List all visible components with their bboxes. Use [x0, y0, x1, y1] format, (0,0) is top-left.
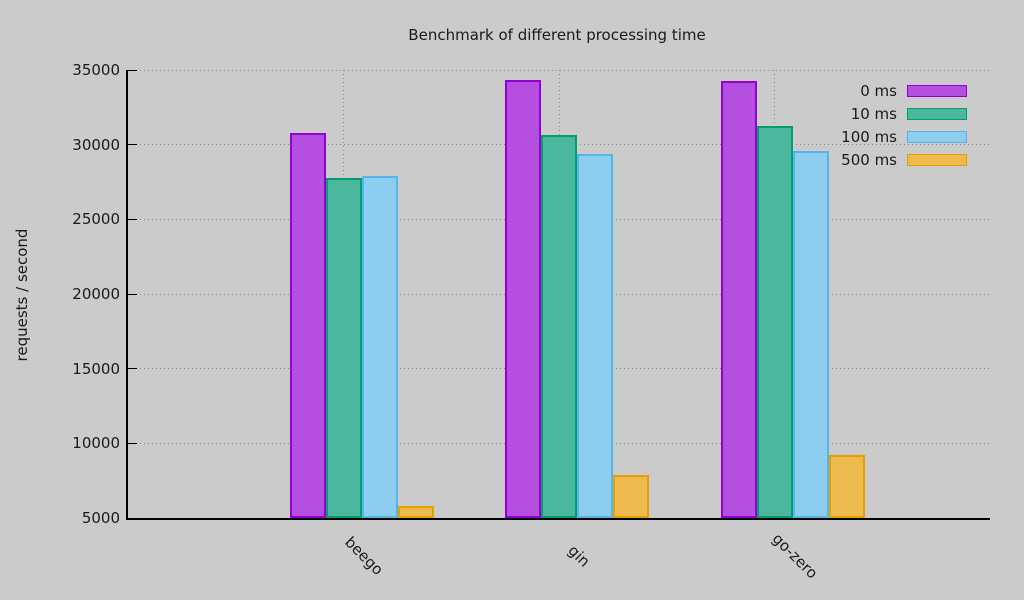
bar-go-zero-500ms [828, 455, 865, 518]
y-tick-label: 25000 [72, 210, 120, 229]
legend-label: 0 ms [860, 81, 897, 100]
x-tick-label-gin: gin [564, 541, 594, 571]
legend-label: 10 ms [850, 104, 897, 123]
y-tick-mark [128, 69, 137, 71]
y-tick-label: 5000 [81, 509, 120, 527]
bar-go-zero-100ms [792, 150, 829, 518]
legend-label: 500 ms [841, 150, 897, 169]
y-tick-mark [128, 368, 137, 370]
legend-swatch-icon [907, 107, 967, 120]
legend: 0 ms 10 ms 100 ms 500 ms [841, 79, 967, 171]
y-axis-title: requests / second [13, 228, 31, 362]
legend-swatch-icon [907, 84, 967, 97]
legend-item-10ms: 10 ms [841, 102, 967, 125]
y-tick-label: 30000 [72, 135, 120, 154]
y-tick-label: 20000 [72, 285, 120, 303]
legend-item-0ms: 0 ms [841, 79, 967, 102]
bar-gin-100ms [577, 153, 613, 518]
y-tick-label: 15000 [72, 359, 120, 378]
chart-title: Benchmark of different processing time [408, 26, 706, 44]
bar-gin-10ms [541, 134, 577, 518]
bar-gin-500ms [613, 474, 649, 518]
legend-item-100ms: 100 ms [841, 125, 967, 148]
legend-label: 100 ms [841, 127, 897, 146]
legend-swatch-icon [907, 153, 967, 166]
y-tick-label: 35000 [72, 61, 120, 79]
bar-gin-0ms [505, 80, 541, 518]
y-tick-label: 10000 [72, 434, 120, 453]
legend-swatch-icon [907, 130, 967, 143]
plot-area: 0 ms 10 ms 100 ms 500 ms 5000 10000 15000 2000… [72, 63, 990, 582]
legend-item-500ms: 500 ms [841, 148, 967, 171]
x-tick-label-go-zero: go-zero [768, 529, 821, 583]
y-tick-mark [128, 442, 137, 444]
x-tick-label-beego: beego [340, 533, 387, 579]
y-tick-mark [128, 144, 137, 146]
y-tick-mark [128, 293, 137, 295]
bar-beego-100ms [361, 176, 398, 518]
bar-go-zero-0ms [720, 81, 757, 518]
bar-beego-10ms [325, 178, 362, 518]
bar-beego-0ms [289, 133, 326, 518]
bar-beego-500ms [397, 506, 434, 518]
bar-go-zero-10ms [756, 126, 793, 518]
y-tick-mark [128, 218, 137, 220]
